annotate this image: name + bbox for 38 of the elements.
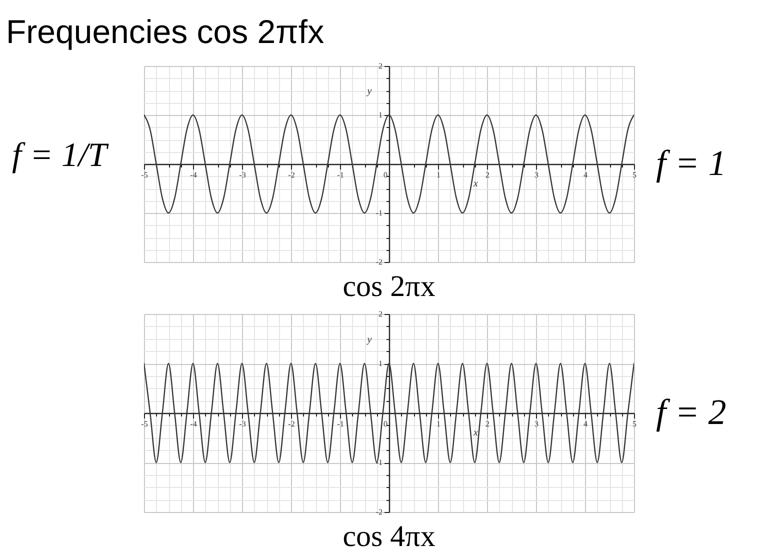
- text: cos 2πx: [342, 270, 436, 303]
- text: f = 1/T: [12, 137, 109, 174]
- x-axis-title: x: [472, 178, 479, 190]
- x-tick-label: -3: [239, 420, 246, 428]
- x-tick-label: 2: [486, 420, 490, 428]
- y-tick-label: 1: [378, 110, 382, 120]
- y-tick-label: 2: [378, 310, 382, 318]
- x-tick-label: 5: [632, 420, 636, 428]
- x-tick-label: -4: [190, 170, 197, 180]
- x-tick-label: -1: [337, 170, 344, 180]
- x-tick-label: -2: [288, 170, 295, 180]
- x-tick-label: 3: [534, 420, 538, 428]
- y-axis-title: y: [366, 86, 372, 97]
- x-axis-title: x: [472, 428, 479, 438]
- text: f = 2: [656, 392, 726, 432]
- y-axis-title: y: [366, 334, 372, 346]
- x-tick-label: 3: [534, 170, 538, 180]
- y-tick-label: -1: [376, 208, 382, 218]
- text: f = 1: [656, 143, 726, 183]
- x-tick-label: -5: [141, 170, 148, 180]
- x-tick-label: 2: [486, 170, 490, 180]
- x-tick-label: 1: [436, 170, 440, 180]
- y-tick-label: -1: [376, 458, 382, 467]
- x-tick-label: -1: [337, 420, 344, 428]
- x-tick-label: 4: [584, 170, 588, 180]
- x-tick-label: -5: [141, 420, 148, 428]
- x-tick-label: 1: [436, 420, 440, 428]
- x-tick-label: -3: [239, 170, 246, 180]
- y-tick-label: -2: [376, 508, 382, 516]
- x-tick-label: -2: [288, 420, 295, 428]
- y-tick-label: 1: [378, 359, 382, 368]
- y-tick-label: 2: [378, 62, 382, 70]
- series-label: cos 4πx: [342, 520, 436, 553]
- y-tick-label: -2: [376, 258, 382, 266]
- x-tick-label: 5: [632, 170, 636, 180]
- chart-title: Frequencies cos 2πfx: [6, 13, 325, 50]
- x-tick-label: 4: [584, 420, 588, 428]
- x-tick-label: -4: [190, 420, 197, 428]
